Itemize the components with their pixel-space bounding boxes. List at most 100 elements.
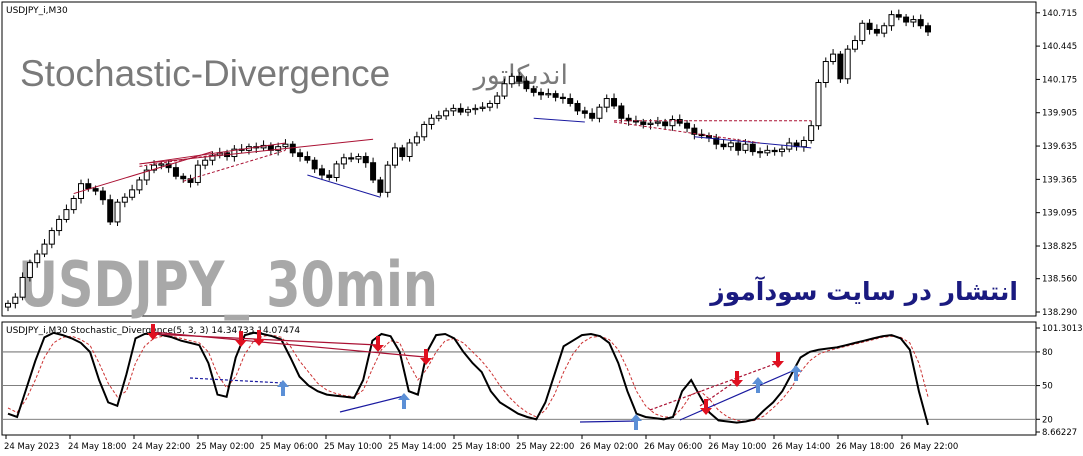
candle-bull: [844, 48, 851, 80]
candle-bull: [822, 61, 829, 83]
candle-bull: [384, 164, 391, 193]
bull-divergence-line: [533, 117, 585, 123]
time-tick-label: 25 May 22:00: [516, 442, 574, 452]
candle-bear: [917, 19, 924, 27]
axes-layer: 140.715 140.445 140.175 139.905 139.635 139.3…: [4, 9, 1083, 452]
candle-bull: [143, 169, 150, 181]
price-tick-label: 138.560: [1042, 275, 1077, 285]
candle-bull: [428, 117, 435, 125]
candle-bear: [662, 121, 669, 127]
ind-tick-label: 50: [1042, 382, 1053, 392]
candle-bear: [618, 105, 625, 119]
candle-bull: [742, 143, 749, 151]
candle-bear: [720, 143, 727, 148]
candle-bull: [800, 139, 807, 148]
time-tick-label: 24 May 2023: [4, 442, 59, 452]
price-layer: [5, 9, 931, 312]
candle-bear: [377, 179, 384, 193]
candle-bull: [669, 119, 676, 127]
candle-bear: [873, 28, 880, 34]
candle-bull: [355, 156, 362, 160]
candle-bull: [70, 197, 77, 211]
candle-bull: [859, 22, 866, 42]
candle-bear: [574, 102, 581, 112]
candle-bull: [34, 253, 41, 264]
sell-arrow-icon: [372, 336, 384, 352]
candle-bear: [757, 151, 764, 154]
candle-bear: [640, 121, 647, 125]
candle-bear: [749, 143, 756, 153]
candle-bear: [516, 75, 523, 82]
sell-arrow-icon: [253, 330, 265, 346]
candle-bear: [538, 91, 545, 96]
time-tick-label: 26 May 18:00: [836, 442, 894, 452]
candle-bull: [494, 95, 501, 104]
candle-bull: [63, 209, 70, 220]
candle-bull: [129, 189, 136, 198]
candle-bear: [370, 162, 377, 181]
candle-bull: [881, 25, 888, 34]
price-tick-label: 140.175: [1042, 75, 1077, 85]
watermark-title-en: Stochastic-Divergence: [20, 53, 390, 94]
candle-bear: [297, 152, 304, 158]
candle-bull: [888, 14, 895, 27]
candle-bull: [808, 125, 815, 141]
candle-bear: [318, 168, 325, 176]
candle-bear: [589, 112, 596, 119]
bear-divergence-dotted: [613, 121, 761, 144]
candle-bear: [552, 93, 559, 98]
candle-bear: [925, 25, 931, 33]
candle-bear: [611, 98, 618, 107]
bull-divergence-line: [307, 174, 381, 198]
price-tick-label: 138.825: [1042, 242, 1077, 252]
time-tick-label: 25 May 10:00: [324, 442, 382, 452]
bear-divergence-line: [139, 142, 286, 165]
time-tick-label: 25 May 02:00: [196, 442, 254, 452]
candle-bear: [311, 159, 318, 170]
ind-bull-divergence: [579, 420, 637, 423]
candle-bull: [508, 75, 515, 85]
candle-bear: [567, 98, 574, 104]
candle-bull: [12, 296, 19, 304]
candle-bull: [778, 148, 785, 153]
candle-bull: [596, 106, 603, 119]
sell-arrow-icon: [420, 349, 432, 365]
candle-bull: [56, 218, 63, 232]
price-tick-label: 139.905: [1042, 109, 1077, 119]
window-title: USDJPY_i,M30: [6, 6, 68, 16]
candle-bull: [41, 243, 48, 255]
candle-bull: [114, 201, 121, 223]
candle-bear: [713, 137, 720, 145]
indicator-panel-frame: [1, 321, 1037, 436]
candle-bull: [910, 19, 917, 23]
candle-bull: [815, 82, 822, 127]
ind-bear-divergence-dotted: [649, 361, 781, 411]
sell-arrow-icon: [731, 371, 743, 387]
candle-bull: [501, 83, 508, 97]
watermark-publish-note: انتشار در سایت سودآموز: [708, 276, 1018, 307]
candle-bear: [559, 96, 566, 100]
bear-divergence-line: [139, 138, 374, 165]
candle-bull: [333, 163, 340, 179]
time-tick-label: 24 May 18:00: [68, 442, 126, 452]
price-tick-label: 139.365: [1042, 175, 1077, 185]
candle-bear: [530, 88, 537, 93]
price-tick-label: 139.095: [1042, 209, 1077, 219]
candle-bull: [209, 154, 216, 161]
candle-bear: [362, 156, 369, 164]
candle-bull: [851, 40, 858, 50]
candle-bear: [895, 14, 902, 18]
price-tick-label: 140.715: [1042, 9, 1077, 19]
indicator-layer: [3, 324, 1035, 430]
candle-bull: [727, 142, 734, 148]
candle-bull: [764, 149, 771, 154]
candle-bull: [603, 98, 610, 108]
ind-bull-divergence-dotted: [189, 377, 284, 384]
sell-arrow-icon: [772, 352, 784, 368]
ind-bull-divergence: [339, 395, 405, 413]
candle-bear: [326, 174, 333, 179]
ind-tick-label: 80: [1042, 348, 1053, 358]
candle-bear: [348, 157, 355, 160]
candle-bear: [172, 167, 179, 177]
